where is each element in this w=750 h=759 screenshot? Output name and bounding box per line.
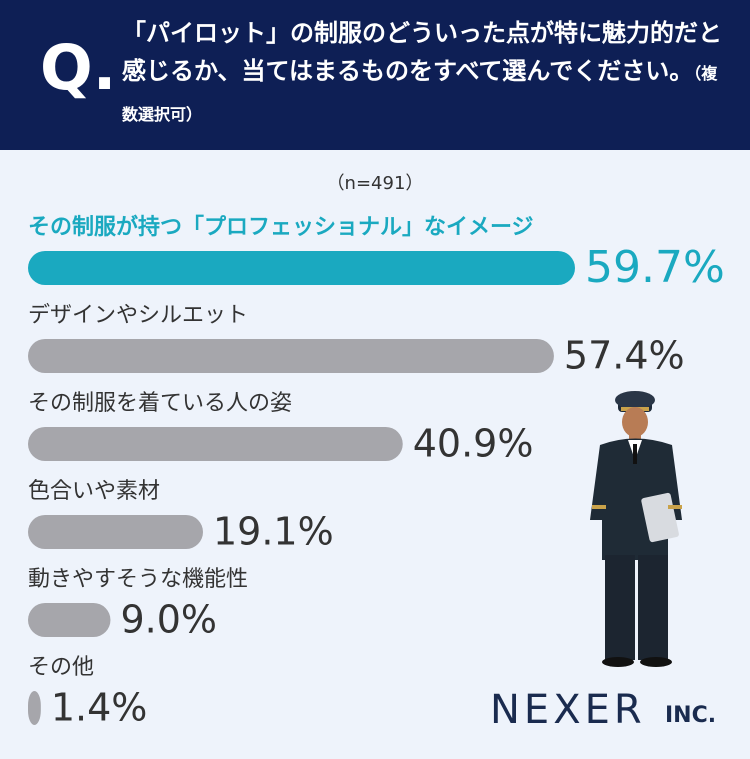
question: 「パイロット」の制服のどういった点が特に魅力的だと感じるか、当てはまるものをすべ…	[122, 14, 722, 134]
category-label: 動きやすそうな機能性	[28, 567, 248, 592]
value-label: 59.7%	[585, 242, 725, 293]
question-box: 「パイロット」の制服のどういった点が特に魅力的だと感じるか、当てはまるものをすべ…	[122, 14, 722, 134]
category-label: デザインやシルエット	[28, 303, 248, 328]
logo: NEXER	[490, 687, 646, 733]
bar	[28, 515, 204, 549]
bar	[28, 691, 41, 725]
question-text: 「パイロット」の制服のどういった点が特に魅力的だと感じるか、当てはまるものをすべ…	[122, 19, 722, 85]
header-band	[0, 0, 750, 150]
category-label: 色合いや素材	[28, 479, 160, 504]
value-label: 1.4%	[51, 686, 148, 730]
value-label: 19.1%	[213, 510, 334, 554]
value-label: 40.9%	[413, 422, 534, 466]
logo-suffix: INC.	[665, 703, 716, 728]
category-label: その他	[28, 655, 94, 680]
question-note: （複数選択可）	[122, 64, 718, 124]
question-mark: Q.	[40, 31, 116, 104]
bar	[28, 339, 554, 373]
bar	[28, 603, 111, 637]
bar	[28, 251, 575, 285]
category-label: その制服を着ている人の姿	[28, 391, 292, 416]
category-label: その制服が持つ「プロフェッショナル」なイメージ	[28, 214, 534, 240]
sample-size: （n=491）	[327, 173, 424, 194]
bar	[28, 427, 403, 461]
value-label: 9.0%	[120, 598, 217, 642]
pilot-illustration	[590, 391, 682, 667]
value-label: 57.4%	[564, 334, 685, 378]
